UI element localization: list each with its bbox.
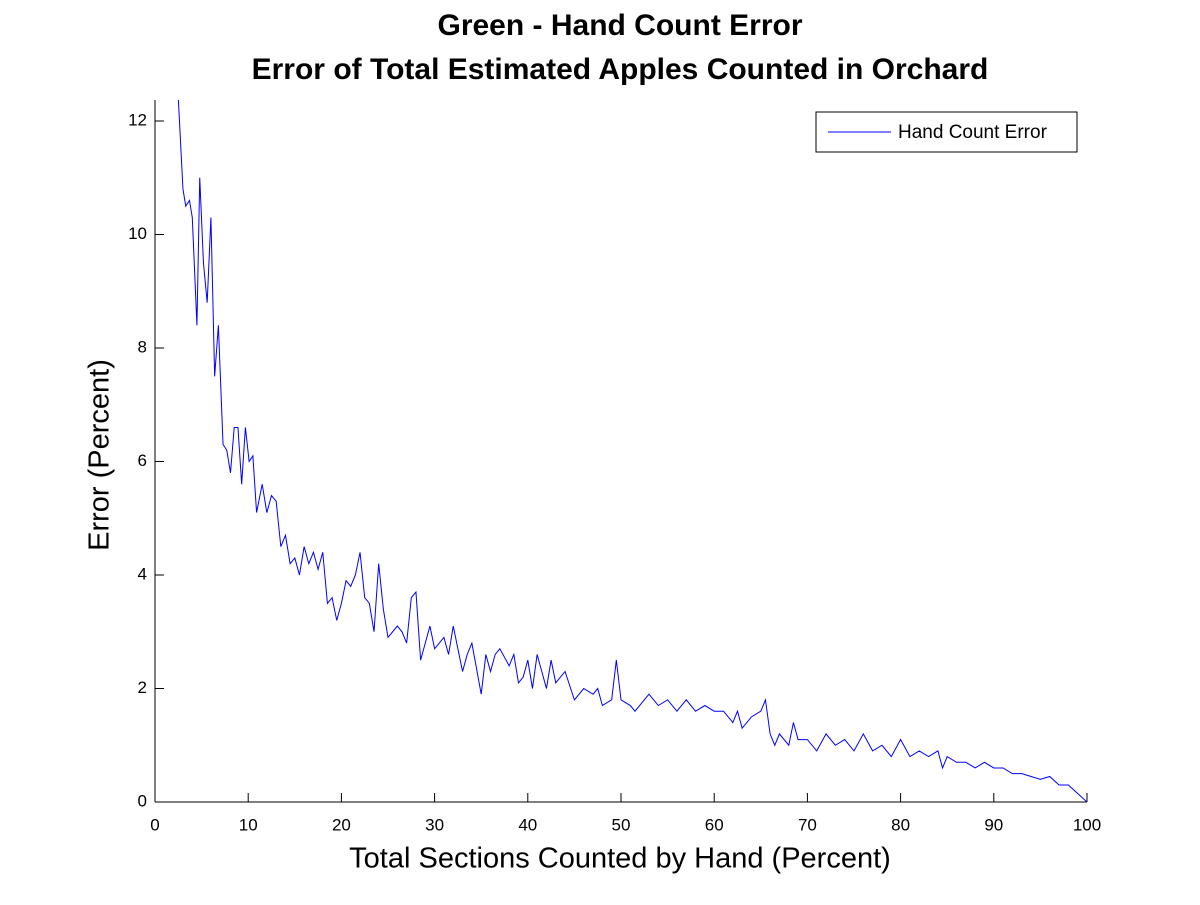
x-tick-label: 10 (239, 815, 258, 834)
chart-subtitle: Error of Total Estimated Apples Counted … (252, 53, 989, 86)
y-tick-label: 10 (128, 224, 147, 243)
y-tick-label: 6 (138, 451, 147, 470)
y-tick-label: 2 (138, 678, 147, 697)
x-tick-label: 0 (150, 815, 159, 834)
x-tick-label: 80 (891, 815, 910, 834)
x-tick-label: 90 (984, 815, 1003, 834)
y-tick-label: 12 (128, 110, 147, 129)
y-axis-label: Error (Percent) (84, 359, 116, 551)
y-tick-label: 0 (138, 791, 147, 810)
chart-title: Green - Hand Count Error (437, 9, 802, 42)
y-tick-label: 4 (138, 564, 147, 583)
legend-label: Hand Count Error (898, 122, 1048, 143)
x-tick-label: 50 (612, 815, 631, 834)
x-tick-label: 70 (798, 815, 817, 834)
x-tick-label: 40 (518, 815, 537, 834)
x-tick-label: 20 (332, 815, 351, 834)
data-line (177, 100, 1087, 802)
x-tick-label: 60 (705, 815, 724, 834)
x-tick-label: 100 (1073, 815, 1101, 834)
x-tick-label: 30 (425, 815, 444, 834)
plot-area (177, 100, 1087, 802)
legend: Hand Count Error (815, 111, 1078, 153)
y-tick-label: 8 (138, 337, 147, 356)
x-axis-label: Total Sections Counted by Hand (Percent) (349, 843, 891, 875)
